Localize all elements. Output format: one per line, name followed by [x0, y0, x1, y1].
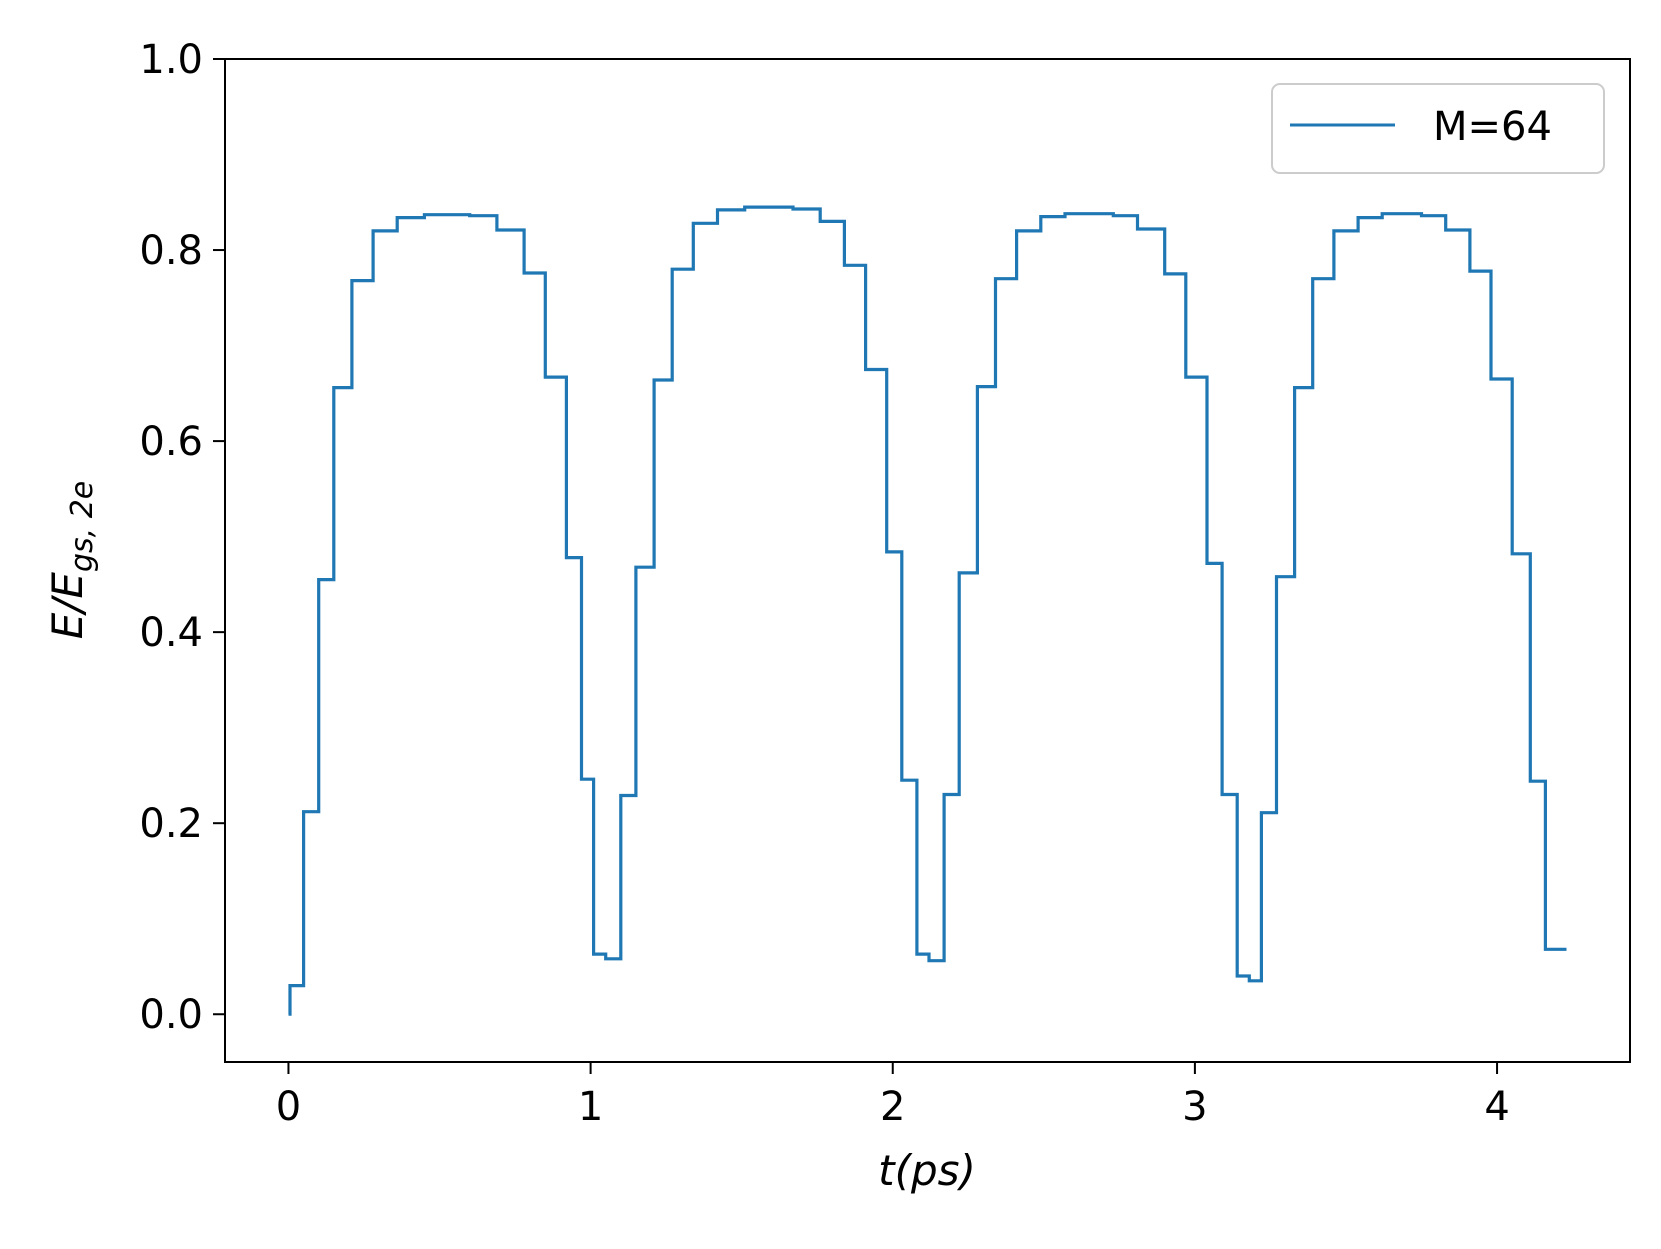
y-tick-label: 0.0: [139, 992, 203, 1038]
y-tick-label: 0.8: [139, 228, 203, 274]
y-tick-label: 0.6: [139, 419, 203, 465]
series-layer: [288, 205, 1567, 1016]
y-axis-title: E/Egs, 2e: [43, 481, 100, 640]
x-axis: 0 1 2 3 4: [276, 1062, 1510, 1130]
x-tick-label: 2: [880, 1084, 905, 1130]
y-axis-title-main: E/E: [43, 572, 92, 640]
y-axis: 0.0 0.2 0.4 0.6 0.8 1.0: [139, 37, 225, 1038]
y-tick-label: 0.2: [139, 801, 203, 847]
series-line-0: [288, 205, 1567, 1016]
plot-frame: [224, 58, 1631, 1063]
x-tick-label: 1: [578, 1084, 603, 1130]
x-tick-label: 0: [276, 1084, 301, 1130]
legend-box: [1271, 83, 1605, 174]
x-axis-title: t(ps): [878, 1146, 976, 1195]
y-tick-label: 1.0: [139, 37, 203, 83]
x-tick-label: 3: [1182, 1084, 1207, 1130]
y-tick-label: 0.4: [139, 610, 203, 656]
legend-label-m64: M=64: [1433, 104, 1552, 150]
y-axis-title-subscript: gs, 2e: [65, 481, 100, 572]
legend: M=64: [1271, 83, 1605, 174]
x-tick-label: 4: [1484, 1084, 1509, 1130]
